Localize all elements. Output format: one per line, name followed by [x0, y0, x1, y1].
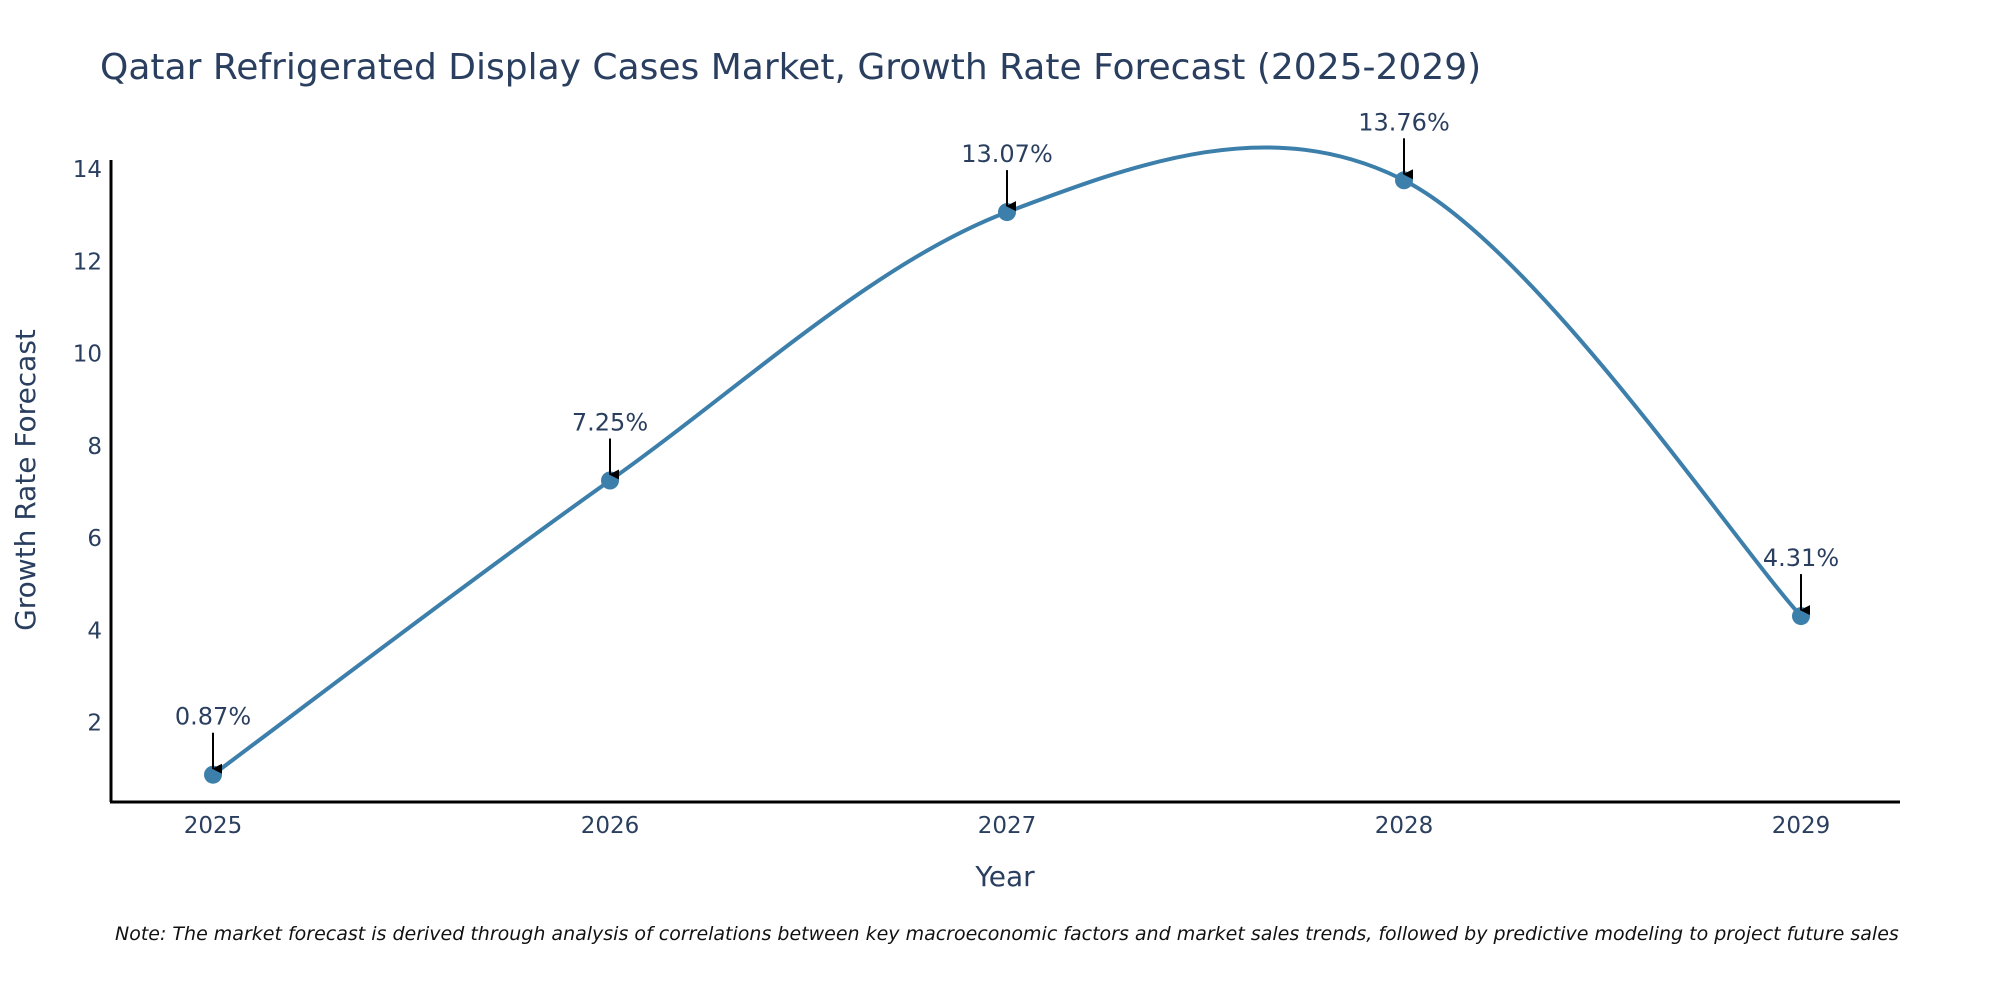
chart-title: Qatar Refrigerated Display Cases Market,…	[100, 47, 1481, 88]
x-tick-label-2025: 2025	[184, 813, 243, 839]
y-axis-title: Growth Rate Forecast	[9, 329, 42, 631]
data-label-2029: 4.31%	[1763, 544, 1839, 572]
data-annotations: 0.87% 7.25% 13.07% 13.76% 4.31%	[175, 108, 1839, 774]
x-tick-label-2028: 2028	[1375, 813, 1434, 839]
y-tick-label-12: 12	[73, 249, 102, 275]
series-markers	[204, 171, 1810, 784]
y-tick-label-6: 6	[87, 526, 102, 552]
y-tick-label-14: 14	[73, 157, 102, 183]
x-tick-label-2026: 2026	[581, 813, 640, 839]
x-tick-label-2029: 2029	[1772, 813, 1831, 839]
data-label-2027: 13.07%	[961, 140, 1053, 168]
x-tick-label-2027: 2027	[978, 813, 1037, 839]
y-tick-label-8: 8	[87, 434, 102, 460]
x-axis-title: Year	[974, 860, 1035, 893]
y-tick-label-4: 4	[87, 618, 102, 644]
footnote: Note: The market forecast is derived thr…	[115, 923, 1899, 945]
data-label-2026: 7.25%	[572, 409, 648, 437]
y-tick-label-2: 2	[87, 711, 102, 737]
data-label-2028: 13.76%	[1358, 108, 1450, 136]
data-label-2025: 0.87%	[175, 703, 251, 731]
x-axis-ticks: 2025 2026 2027 2028 2029	[184, 813, 1831, 839]
y-tick-label-10: 10	[73, 342, 102, 368]
series-line	[211, 145, 1803, 777]
y-axis-ticks: 2 4 6 8 10 12 14	[73, 157, 102, 736]
